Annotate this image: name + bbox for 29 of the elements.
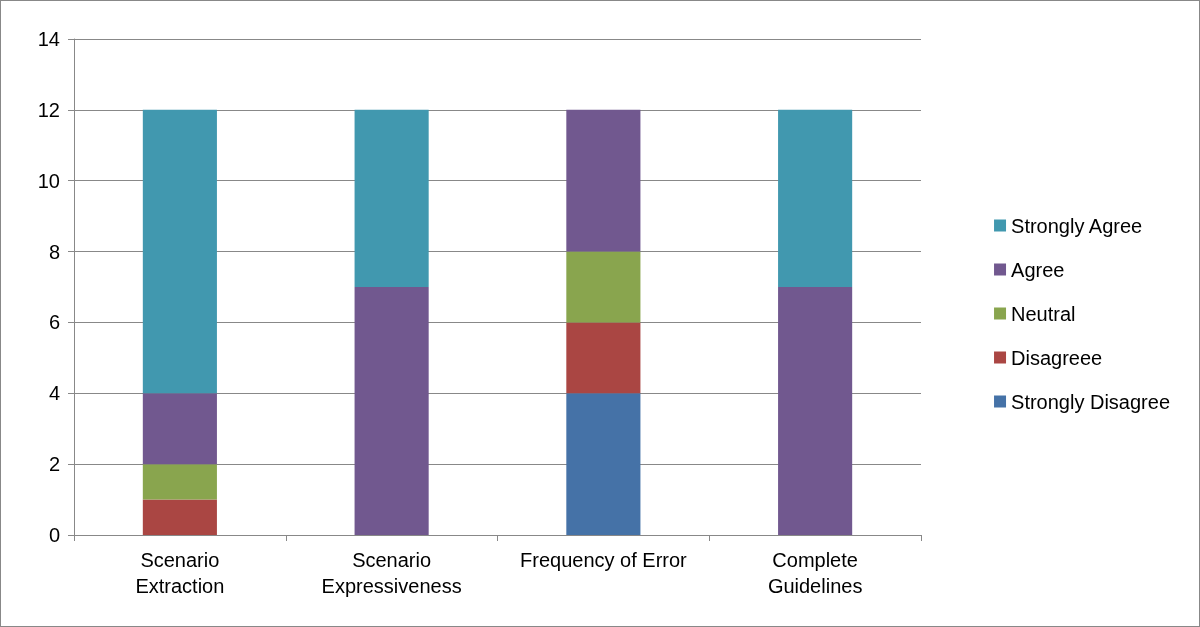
- bar: [566, 251, 641, 323]
- bar: [142, 393, 217, 465]
- legend-label: Agree: [1011, 258, 1065, 281]
- bar: [354, 287, 429, 535]
- bar: [354, 109, 429, 287]
- legend-label: Neutral: [1011, 302, 1076, 325]
- x-tick-label: Scenario Extraction: [135, 549, 225, 597]
- bar: [778, 287, 853, 535]
- y-tick-label: 0: [48, 524, 60, 546]
- bar: [142, 109, 217, 394]
- y-tick-label: 8: [48, 240, 60, 263]
- x-tick-label: Complete Guidelines: [767, 549, 863, 597]
- y-tick-label: 4: [48, 382, 60, 405]
- x-tick-label: Frequency of Error: [520, 549, 688, 571]
- y-tick-label: 10: [37, 169, 60, 192]
- bar: [142, 464, 217, 500]
- bar: [778, 109, 853, 287]
- y-tick-label: 12: [37, 98, 60, 121]
- y-tick-label: 2: [48, 453, 60, 476]
- x-tick-label: Scenario Expressiveness: [321, 549, 462, 597]
- bar: [142, 499, 217, 535]
- bar: [566, 322, 641, 394]
- y-tick-label: 6: [48, 311, 60, 334]
- legend-label: Strongly Agree: [1011, 214, 1143, 237]
- legend-label: Disagreee: [1011, 346, 1103, 369]
- y-tick-label: 14: [37, 28, 60, 50]
- bar: [566, 109, 641, 252]
- legend-label: Strongly Disagree: [1011, 390, 1170, 413]
- bar: [566, 393, 641, 535]
